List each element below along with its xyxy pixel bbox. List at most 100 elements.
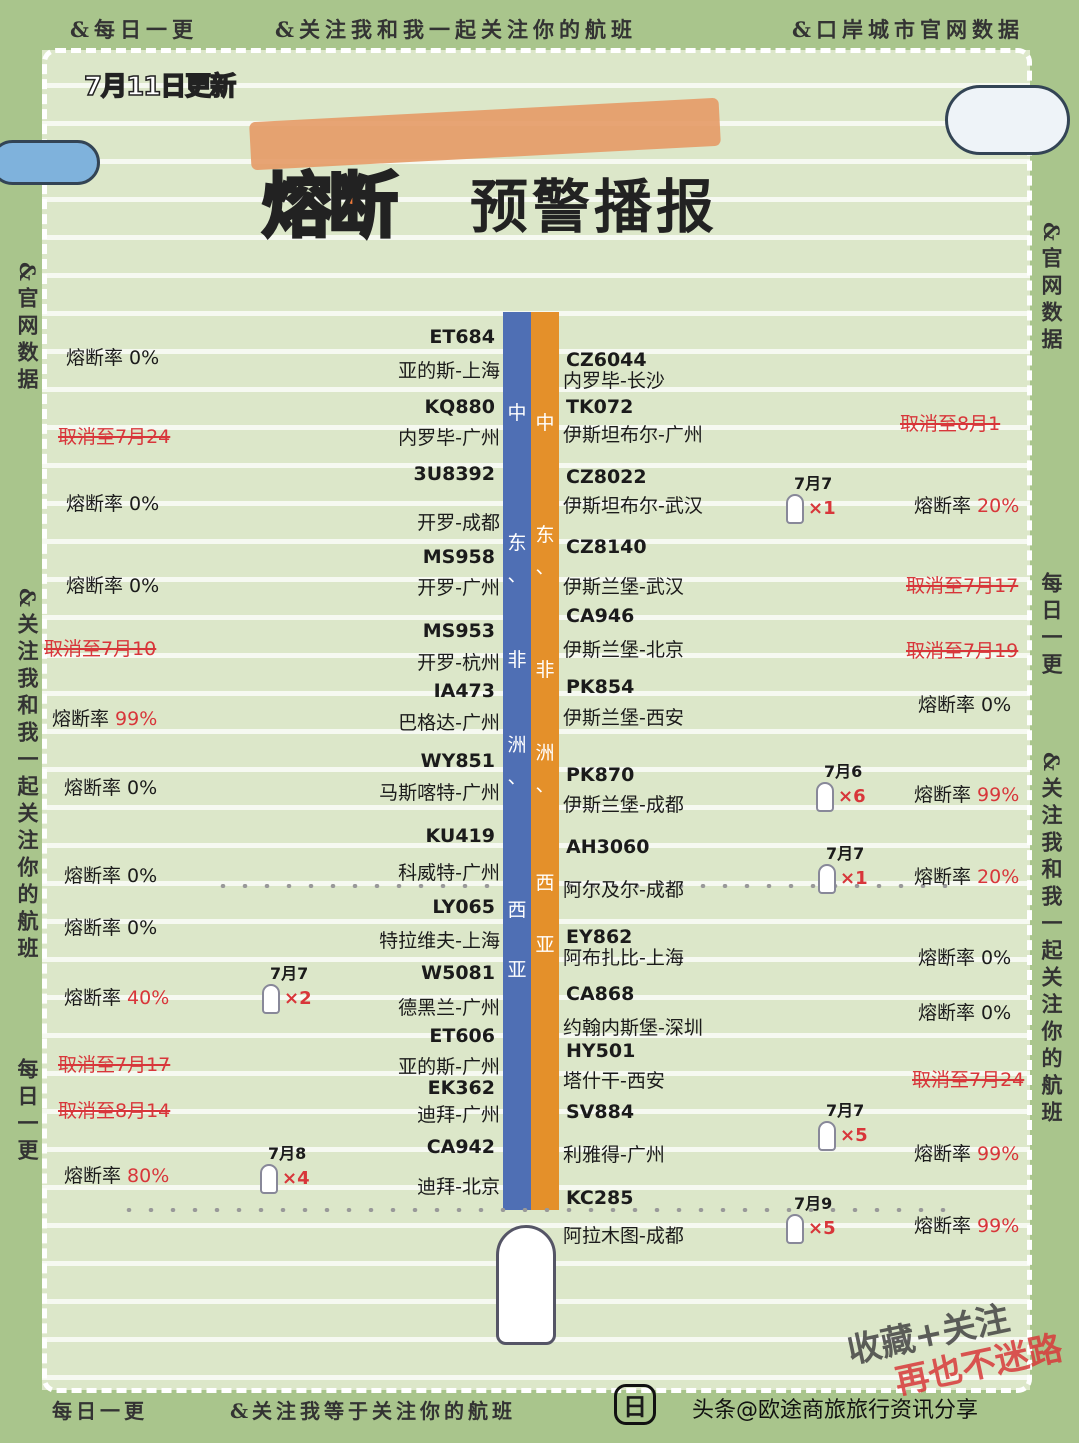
flight-number: MS953 [422,620,495,642]
meltdown-rate-value: 20% [977,866,1020,888]
flight-number: LY065 [432,896,495,918]
flight-route: 塔什干-西安 [563,1070,665,1092]
flight-number: IA473 [433,680,495,702]
region-label-left: 西 [507,899,527,921]
side-left-bottom: 每日一更 [15,1058,40,1166]
flight-number: CA946 [566,605,635,627]
region-label-left: 、 [507,564,527,586]
flight-number: WY851 [420,750,495,772]
flight-number: TK072 [566,396,634,418]
flight-number: ET606 [429,1025,495,1047]
update-date: 7月11日更新 [83,71,237,103]
flight-route: 迪拜-广州 [417,1104,500,1126]
flight-route: 亚的斯-上海 [398,360,500,382]
flight-route: 伊斯兰堡-成都 [563,794,684,816]
case-count: ×1 [840,867,868,889]
meltdown-rate-value: 80% [127,1165,170,1187]
side-right-mid: 每日一更 [1039,572,1064,680]
flight-number: KU419 [425,825,495,847]
meltdown-rate-label: 熔断率 [918,1002,982,1024]
region-label-right: 亚 [535,934,555,956]
case-date: 7月8 [268,1144,307,1163]
meltdown-rate: 熔断率 20% [914,862,1019,889]
medic-figure-icon [786,1214,804,1244]
flight-route: 伊斯兰堡-西安 [563,707,684,729]
case-report: 7月7 ×1 [786,470,836,524]
meltdown-rate-value: 0% [981,694,1012,716]
flight-number: CA942 [426,1136,495,1158]
flight-route: 阿布扎比-上海 [563,947,684,969]
flight-route: 内罗毕-长沙 [563,370,665,392]
case-date: 7月7 [826,844,865,863]
meltdown-rate-value: 0% [129,575,160,597]
meltdown-rate: 熔断率 0% [918,943,1011,970]
case-report: 7月6 ×6 [816,758,866,812]
meltdown-rate-label: 熔断率 [64,987,128,1009]
dotted-divider [560,884,960,888]
meltdown-rate-value: 0% [129,493,160,515]
region-label-left: 洲 [507,734,527,756]
case-date: 7月7 [826,1101,865,1120]
header-follow-slogan: &关注我和我一起关注你的航班 [275,17,637,42]
medic-figure-icon [786,494,804,524]
meltdown-rate-label: 熔断率 [64,777,128,799]
side-right-top: &官网数据 [1039,222,1064,355]
region-label-right: 洲 [535,742,555,764]
medic-figure-icon [260,1164,278,1194]
flight-route: 伊斯兰堡-武汉 [563,576,684,598]
meltdown-rate-value: 0% [127,865,158,887]
case-report: 7月7 ×5 [818,1097,868,1151]
case-date: 7月9 [794,1194,833,1213]
region-label-left: 中 [507,402,527,424]
meltdown-rate: 熔断率 99% [914,1211,1019,1238]
case-count: ×5 [840,1124,868,1146]
flight-number: KQ880 [424,396,495,418]
meltdown-rate-value: 99% [115,708,158,730]
flight-route: 阿尔及尔-成都 [563,879,684,901]
meltdown-rate-value: 0% [981,1002,1012,1024]
flight-route: 亚的斯-广州 [398,1056,500,1078]
meltdown-rate: 熔断率 40% [64,983,169,1010]
footer-slogan: &关注我等于关注你的航班 [230,1399,517,1423]
cancel-status: 取消至7月17 [906,575,1019,597]
cancel-status: 取消至7月19 [906,640,1019,662]
meltdown-rate-value: 0% [127,777,158,799]
meltdown-rate: 熔断率 99% [914,780,1019,807]
flight-number: EY862 [566,926,633,948]
meltdown-rate-label: 熔断率 [52,708,116,730]
cancel-status: 取消至7月10 [44,638,157,660]
meltdown-rate-value: 99% [977,1215,1020,1237]
flight-number: CZ6044 [566,349,647,371]
medic-figure-icon [816,782,834,812]
cancel-status: 取消至7月24 [58,426,171,448]
meltdown-rate-label: 熔断率 [914,495,978,517]
medic-figure-icon [818,1121,836,1151]
flight-route: 迪拜-北京 [417,1176,500,1198]
footer-daily: 每日一更 [52,1399,148,1423]
flight-number: MS958 [422,546,495,568]
flight-number: PK854 [566,676,635,698]
region-bar-left [503,312,531,1210]
flight-route: 巴格达-广州 [398,712,500,734]
flight-route: 伊斯兰堡-北京 [563,639,684,661]
meltdown-rate-label: 熔断率 [66,493,130,515]
side-right-bottom: &关注我和我一起关注你的航班 [1039,752,1064,1128]
region-label-right: 东 [535,524,555,546]
region-label-right: 非 [535,659,555,681]
flight-route: 内罗毕-广州 [398,427,500,449]
meltdown-rate-label: 熔断率 [914,866,978,888]
flight-route: 开罗-杭州 [417,652,500,674]
flight-route: 阿拉木图-成都 [563,1225,684,1247]
header-official-data: &口岸城市官网数据 [792,17,1024,42]
airplane-icon-right [945,85,1070,155]
meltdown-rate: 熔断率 0% [64,773,157,800]
meltdown-rate-value: 99% [977,1143,1020,1165]
flight-number: 3U8392 [413,463,495,485]
meltdown-rate-label: 熔断率 [914,784,978,806]
meltdown-rate-label: 熔断率 [66,575,130,597]
meltdown-rate: 熔断率 0% [66,571,159,598]
meltdown-rate: 熔断率 0% [64,913,157,940]
flight-route: 利雅得-广州 [563,1144,665,1166]
meltdown-rate-label: 熔断率 [918,694,982,716]
case-count: ×2 [284,987,312,1009]
